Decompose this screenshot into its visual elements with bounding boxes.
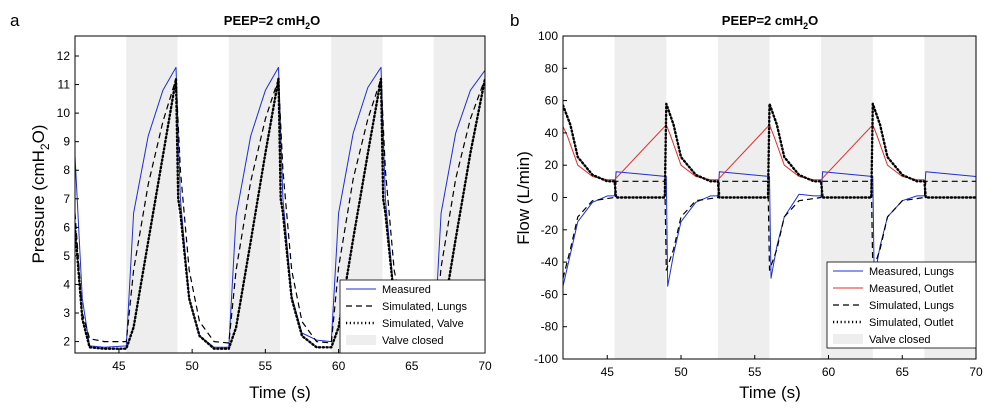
panel-b-x-axis-label: Time (s)	[739, 383, 801, 402]
legend-label: Measured, Lungs	[869, 266, 954, 278]
x-tick-label: 55	[748, 365, 762, 379]
y-tick-label: 60	[545, 94, 559, 108]
legend-label: Simulated, Lungs	[382, 301, 467, 313]
y-tick-label: 6	[63, 220, 70, 234]
x-tick-label: 60	[822, 365, 836, 379]
x-tick-label: 45	[112, 359, 126, 373]
y-tick-label: -40	[541, 255, 559, 269]
x-tick-label: 50	[185, 359, 199, 373]
y-tick-label: 7	[63, 192, 70, 206]
panel-a-y-axis-label: Pressure (cmH2O)	[29, 125, 52, 264]
panel-a-letter: a	[10, 11, 20, 30]
y-tick-label: 9	[63, 135, 70, 149]
legend-swatch	[346, 335, 376, 345]
y-tick-label: 40	[545, 126, 559, 140]
y-tick-label: 8	[63, 163, 70, 177]
panel-b-letter: b	[510, 11, 519, 30]
y-tick-label: -80	[541, 320, 559, 334]
y-tick-label: 20	[545, 158, 559, 172]
panel-b-legend: Measured, Lungs Measured, Outlet Simulated…	[826, 261, 977, 349]
y-tick-label: 0	[551, 191, 558, 205]
y-tick-label: 2	[63, 335, 70, 349]
panel-b-title: PEEP=2 cmH2O	[722, 13, 818, 31]
y-tick-label: 5	[63, 249, 70, 263]
panel-b-plot-layer	[563, 102, 976, 287]
series-line-simulated-lungs	[75, 78, 485, 344]
y-tick-label: 3	[63, 306, 70, 320]
valve-closed-band	[228, 36, 280, 353]
y-tick-label: 12	[57, 49, 71, 63]
x-tick-label: 65	[896, 365, 910, 379]
series-line-measured-outlet	[563, 124, 925, 181]
x-tick-label: 65	[405, 359, 419, 373]
y-tick-label: -20	[541, 223, 559, 237]
y-tick-label: -60	[541, 287, 559, 301]
y-tick-label: 80	[545, 61, 559, 75]
y-tick-label: 11	[58, 78, 71, 92]
legend-label: Simulated, Outlet	[869, 317, 953, 329]
legend-label: Simulated, Valve	[382, 318, 464, 330]
panel-a-axes-box	[74, 35, 486, 354]
legend-label: Simulated, Lungs	[869, 300, 954, 312]
x-tick-label: 60	[332, 359, 346, 373]
legend-label: Measured	[382, 284, 431, 296]
panel-a-x-axis-label: Time (s)	[249, 383, 311, 402]
x-tick-label: 50	[674, 365, 688, 379]
x-tick-label: 70	[478, 359, 492, 373]
panel-a-title: PEEP=2 cmH2O	[224, 13, 320, 31]
legend-label: Valve closed	[869, 334, 931, 346]
x-tick-label: 70	[969, 365, 983, 379]
series-line-simulated-outlet	[563, 102, 976, 199]
y-tick-label: 10	[57, 106, 71, 120]
panel-b-ticks: 45 50 55 60 65 70 100 80 60 40 20 0 -20 -40 -60 -80 -100	[534, 29, 983, 379]
panel-a-pressure: a PEEP=2 cmH2O 45 50 55 60 65 702345678910111…	[10, 11, 492, 402]
x-tick-label: 55	[259, 359, 273, 373]
x-tick-label: 45	[601, 365, 615, 379]
y-tick-label: 100	[538, 29, 558, 43]
panel-a-legend: Measured Simulated, Lungs Simulated, Valve…	[339, 279, 486, 354]
y-tick-label: -100	[534, 352, 558, 366]
valve-closed-band	[126, 36, 178, 353]
panel-b-flow: b PEEP=2 cmH2O 45 50 55 60 65 70 100 80 60 40 20 0 -…	[510, 11, 983, 402]
legend-swatch	[833, 334, 863, 344]
legend-label: Valve closed	[382, 335, 444, 347]
y-tick-label: 4	[63, 277, 70, 291]
legend-label: Measured, Outlet	[869, 283, 953, 295]
panel-b-y-axis-label: Flow (L/min)	[514, 151, 533, 245]
legend-box	[826, 261, 977, 349]
